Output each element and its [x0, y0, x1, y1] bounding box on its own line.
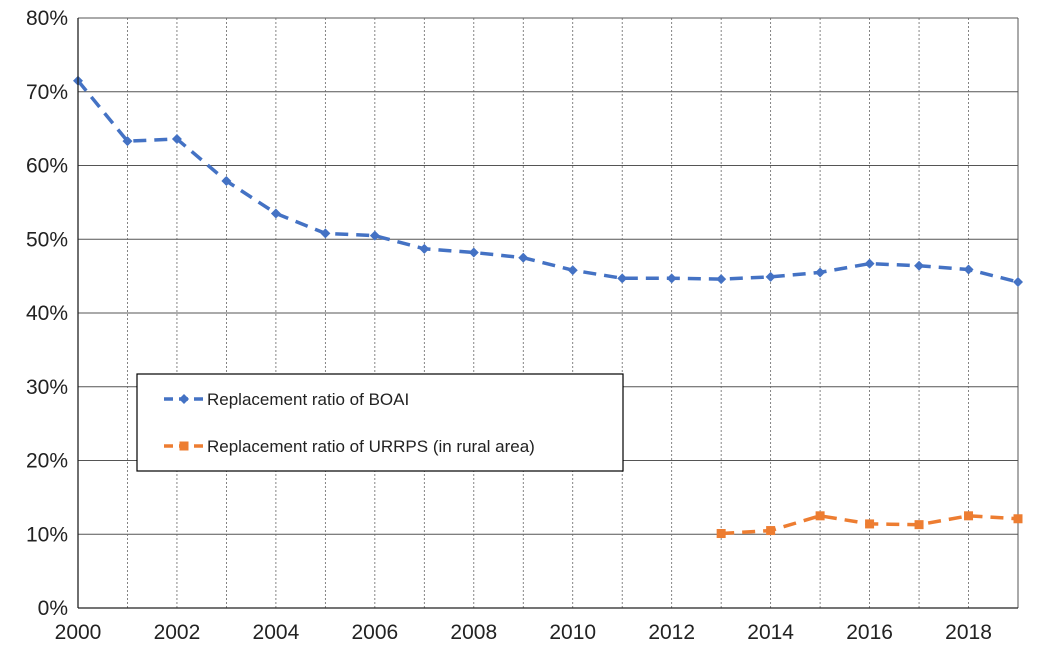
- x-tick-label: 2002: [154, 621, 201, 644]
- x-tick-label: 2016: [846, 621, 893, 644]
- legend-entry-boai: Replacement ratio of BOAI: [164, 390, 409, 409]
- data-point-boai: [320, 228, 331, 239]
- data-point-urrps: [815, 511, 825, 521]
- gridlines: [77, 17, 1019, 609]
- legend: Replacement ratio of BOAI Replacement ra…: [136, 373, 624, 472]
- data-point-boai: [666, 273, 677, 284]
- data-point-boai: [617, 273, 628, 284]
- data-point-boai: [122, 136, 133, 147]
- data-point-boai: [716, 274, 727, 285]
- x-tick-label: 2006: [351, 621, 398, 644]
- x-tick-label: 2012: [648, 621, 695, 644]
- y-tick-label: 0%: [38, 597, 68, 620]
- data-point-boai: [468, 247, 479, 258]
- y-tick-label: 10%: [26, 523, 68, 546]
- series-layer: [73, 75, 1023, 539]
- data-point-boai: [815, 267, 826, 278]
- axes: 0% 10% 20% 30% 40% 50% 60% 70% 80% 2000 2002 2004 20…: [26, 7, 1018, 644]
- data-point-urrps: [766, 526, 776, 536]
- legend-label-urrps: Replacement ratio of URRPS (in rural are…: [207, 437, 535, 456]
- x-tick-label: 2004: [253, 621, 300, 644]
- legend-box: [136, 373, 624, 472]
- y-tick-label: 40%: [26, 302, 68, 325]
- data-point-boai: [270, 208, 281, 219]
- x-tick-label: 2000: [55, 621, 102, 644]
- legend-label-boai: Replacement ratio of BOAI: [207, 390, 409, 409]
- x-tick-label: 2018: [945, 621, 992, 644]
- data-point-boai: [765, 271, 776, 282]
- legend-entry-urrps: Replacement ratio of URRPS (in rural are…: [164, 437, 535, 456]
- y-tick-label: 30%: [26, 376, 68, 399]
- data-point-urrps: [964, 511, 974, 521]
- series-line-0: [76, 79, 1019, 284]
- data-point-boai: [914, 260, 925, 271]
- data-point-urrps: [914, 520, 924, 530]
- data-point-boai: [171, 133, 182, 144]
- data-point-boai: [567, 265, 578, 276]
- data-point-boai: [963, 264, 974, 275]
- data-point-boai: [369, 230, 380, 241]
- legend-marker-urrps: [179, 441, 189, 451]
- y-tick-label: 50%: [26, 228, 68, 251]
- x-tick-label: 2014: [747, 621, 794, 644]
- data-point-boai: [221, 175, 232, 186]
- y-tick-label: 80%: [26, 7, 68, 30]
- x-tick-label: 2008: [450, 621, 497, 644]
- data-point-boai: [419, 243, 430, 254]
- data-point-urrps: [865, 519, 875, 529]
- data-point-boai: [1013, 277, 1023, 288]
- data-point-boai: [518, 252, 529, 263]
- data-point-urrps: [1013, 514, 1023, 524]
- y-tick-label: 20%: [26, 450, 68, 473]
- y-tick-label: 70%: [26, 81, 68, 104]
- x-tick-label: 2010: [549, 621, 596, 644]
- legend-marker-boai: [179, 394, 189, 404]
- data-point-urrps: [716, 529, 726, 539]
- y-tick-label: 60%: [26, 155, 68, 178]
- data-point-boai: [864, 258, 875, 269]
